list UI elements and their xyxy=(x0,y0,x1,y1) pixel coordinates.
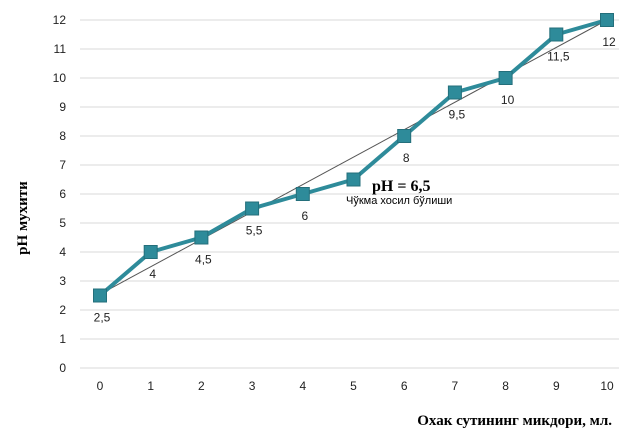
data-label: 12 xyxy=(602,35,616,49)
x-tick-label: 5 xyxy=(350,379,357,393)
data-point-marker xyxy=(245,201,260,216)
annotation-ph-value: pH = 6,5 xyxy=(372,178,430,195)
x-tick-label: 6 xyxy=(401,379,408,393)
data-label: 2,5 xyxy=(94,311,111,325)
x-axis-label: Охак сутининг микдори, мл. xyxy=(417,413,612,429)
x-tick-label: 1 xyxy=(147,379,154,393)
data-point-marker xyxy=(498,71,513,85)
data-label: 8 xyxy=(403,151,410,165)
y-tick-label: 1 xyxy=(59,332,66,346)
y-tick-label: 4 xyxy=(59,245,66,259)
y-tick-label: 9 xyxy=(59,100,66,114)
x-tick-label: 3 xyxy=(249,379,256,393)
y-tick-label: 11 xyxy=(54,42,67,56)
x-axis-ticks: 0 1 2 3 4 5 6 7 8 9 10 xyxy=(97,379,614,393)
data-point-marker xyxy=(549,27,564,42)
data-label: 4,5 xyxy=(195,253,212,267)
data-point-marker xyxy=(295,187,310,201)
data-label: 5,5 xyxy=(246,224,263,238)
y-tick-label: 5 xyxy=(59,216,66,230)
trendline xyxy=(99,19,608,295)
y-tick-label: 0 xyxy=(59,361,66,375)
annotation-precipitation: Чўкма хосил бўлиши xyxy=(346,195,452,207)
y-tick-label: 12 xyxy=(53,13,67,27)
series-group xyxy=(93,13,614,303)
y-tick-label: 3 xyxy=(59,274,66,288)
data-labels: 2,5 4 4,5 5,5 6 8 9,5 10 11,5 12 xyxy=(94,35,616,325)
data-point-marker xyxy=(447,85,462,100)
data-label: 10 xyxy=(501,93,515,107)
y-tick-label: 7 xyxy=(59,158,66,172)
y-tick-label: 6 xyxy=(59,187,66,201)
y-tick-label: 2 xyxy=(59,303,66,317)
x-tick-label: 2 xyxy=(198,379,205,393)
data-label: 6 xyxy=(301,209,308,223)
data-point-marker xyxy=(397,129,412,143)
x-tick-label: 10 xyxy=(600,379,614,393)
data-point-marker xyxy=(93,288,107,303)
x-tick-label: 4 xyxy=(299,379,306,393)
y-axis-label: рН мухити xyxy=(15,181,31,255)
y-tick-label: 8 xyxy=(59,129,66,143)
x-tick-label: 8 xyxy=(502,379,509,393)
data-point-marker xyxy=(600,13,614,27)
x-tick-label: 7 xyxy=(452,379,459,393)
grid-lines xyxy=(80,19,619,369)
x-tick-label: 9 xyxy=(553,379,560,393)
data-point-marker xyxy=(346,172,361,187)
data-point-marker xyxy=(194,230,209,245)
trendline-group xyxy=(99,19,608,295)
data-point-marker xyxy=(143,245,158,259)
data-label: 9,5 xyxy=(449,108,466,122)
y-tick-label: 10 xyxy=(53,71,67,85)
data-label: 4 xyxy=(149,267,156,281)
data-label: 11,5 xyxy=(547,50,570,64)
x-tick-label: 0 xyxy=(97,379,104,393)
